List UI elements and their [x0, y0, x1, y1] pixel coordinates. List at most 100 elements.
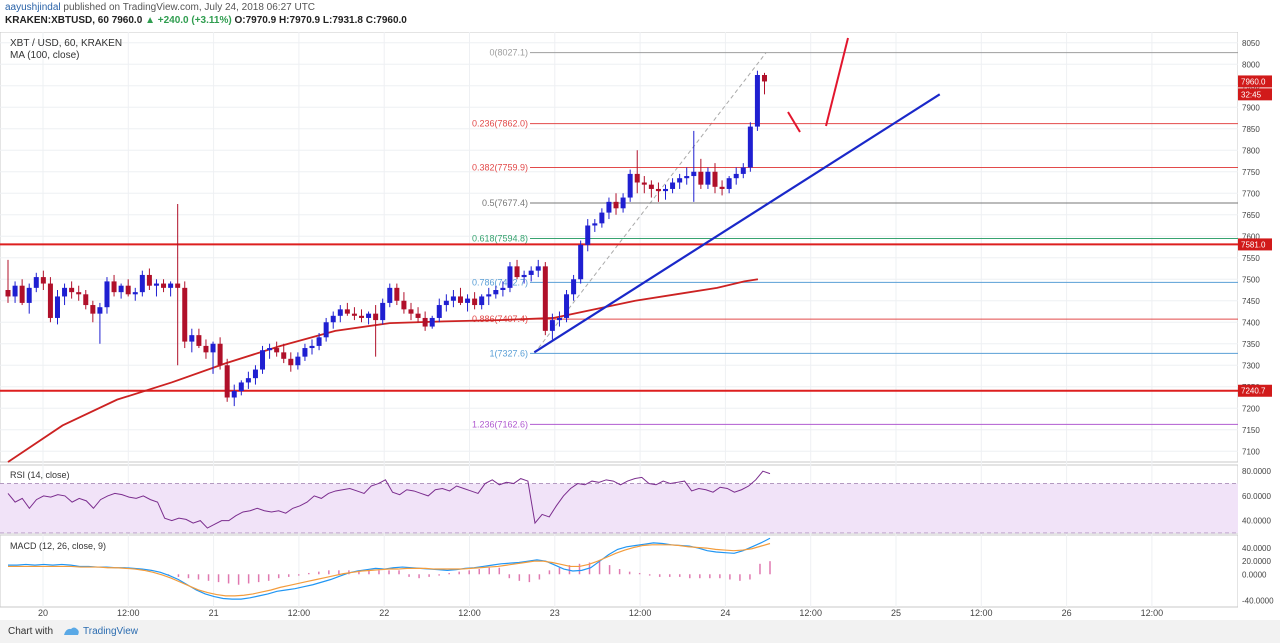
y-tick-label: 7450	[1242, 297, 1260, 306]
last-price: 7960.0	[111, 15, 143, 26]
rsi-tick-label: 80.0000	[1242, 467, 1271, 476]
y-tick-label: 7300	[1242, 361, 1260, 370]
open-value: 7970.9	[245, 15, 277, 26]
rsi-pane	[0, 470, 1238, 534]
candle-body	[712, 171, 718, 187]
low-value: 7931.8	[332, 15, 363, 26]
y-tick-label: 7500	[1242, 275, 1260, 284]
candle-body	[535, 266, 541, 271]
fib-level-label: 0.886(7407.4)	[472, 314, 528, 324]
candle-body	[387, 287, 393, 303]
candle-body	[422, 317, 428, 327]
main-pane-title: XBT / USD, 60, KRAKEN	[10, 38, 122, 49]
x-tick-label: 25	[891, 608, 901, 618]
candle-body	[281, 352, 287, 359]
macd-label: MACD (12, 26, close, 9)	[10, 541, 106, 551]
candle-body	[196, 335, 202, 346]
x-tick-label: 24	[720, 608, 730, 618]
candle-body	[670, 182, 676, 189]
chart-canvas[interactable]: 0(8027.1) 0.236(7862.0) 0.382(7759.9) 0.5(7…	[0, 32, 1280, 620]
fib-level-label: 0.786(7492.7)	[472, 277, 528, 287]
x-tick-label: 23	[550, 608, 560, 618]
candle-body	[401, 300, 407, 310]
candle-body	[472, 298, 478, 306]
candle-body	[210, 343, 216, 353]
candle-body	[19, 285, 25, 303]
candle-body	[549, 320, 555, 331]
candle-body	[373, 313, 379, 321]
signal-line	[8, 542, 771, 597]
candle-body	[76, 292, 82, 295]
chart-header: aayushjindal published on TradingView.co…	[0, 0, 1280, 32]
x-tick-label: 21	[209, 608, 219, 618]
candle-body	[599, 212, 605, 224]
rsi-tick-label: 60.0000	[1242, 492, 1271, 501]
price-label-text: 7240.7	[1241, 387, 1266, 396]
fib-level-label: 0.382(7759.9)	[472, 162, 528, 172]
candle-body	[12, 285, 18, 297]
y-tick-label: 7150	[1242, 426, 1260, 435]
candle-body	[691, 171, 697, 177]
candle-body	[267, 348, 273, 351]
trendline	[533, 93, 941, 354]
candle-body	[747, 126, 753, 168]
candle-body	[648, 184, 654, 189]
candle-body	[698, 171, 704, 185]
candle-body	[408, 309, 414, 314]
footer: Chart with TradingView	[0, 620, 1280, 643]
candle-body	[69, 287, 75, 293]
tradingview-brand[interactable]: TradingView	[83, 626, 139, 637]
y-tick-label: 7800	[1242, 146, 1260, 155]
y-tick-label: 7600	[1242, 232, 1260, 241]
candle-body	[175, 283, 181, 288]
ma-label: MA (100, close)	[10, 50, 79, 61]
fib-level-label: 1.236(7162.6)	[472, 419, 528, 429]
candle-body	[5, 290, 11, 297]
fib-level-label: 1(7327.6)	[489, 348, 528, 358]
x-tick-label: 12:00	[970, 608, 993, 618]
candle-body	[613, 201, 619, 209]
projection-down	[787, 111, 801, 133]
candle-body	[40, 277, 46, 284]
candle-body	[83, 294, 89, 306]
candle-body	[486, 294, 492, 297]
candle-body	[457, 296, 463, 303]
candle-body	[330, 315, 336, 323]
candle-body	[302, 348, 308, 357]
x-tick-label: 12:00	[288, 608, 311, 618]
macd-tick-label: 0.0000	[1242, 570, 1267, 579]
candle-body	[146, 274, 152, 286]
fib-level-label: 0.236(7862.0)	[472, 119, 528, 129]
candle-body	[761, 75, 767, 82]
chart-with-text: Chart with	[8, 626, 54, 637]
candle-body	[366, 313, 372, 318]
open-label: O:	[234, 15, 246, 26]
candle-body	[359, 315, 364, 318]
candle-body	[295, 356, 301, 366]
y-tick-label: 7700	[1242, 189, 1260, 198]
ma-100-line	[7, 278, 759, 463]
candle-body	[684, 176, 690, 179]
price-label-bg	[1238, 384, 1272, 397]
candle-body	[97, 307, 103, 314]
candle-body	[606, 201, 612, 213]
y-tick-label: 7900	[1242, 103, 1260, 112]
rsi-line	[7, 470, 771, 529]
candle-body	[507, 266, 513, 288]
candle-body	[500, 287, 506, 290]
candle-body	[380, 302, 386, 321]
x-tick-label: 26	[1062, 608, 1072, 618]
candle-body	[514, 266, 520, 278]
author-link[interactable]: aayushjindal	[5, 2, 61, 13]
fib-level-label: 0.618(7594.8)	[472, 233, 528, 243]
y-tick-label: 7750	[1242, 168, 1260, 177]
y-tick-label: 7400	[1242, 318, 1260, 327]
candle-body	[224, 365, 230, 398]
low-label: L:	[322, 15, 333, 26]
candle-body	[641, 182, 647, 185]
x-tick-label: 20	[38, 608, 48, 618]
rsi-band	[0, 483, 1238, 533]
candle-body	[436, 305, 442, 318]
candle-body	[585, 225, 591, 245]
candle-body	[288, 358, 294, 366]
